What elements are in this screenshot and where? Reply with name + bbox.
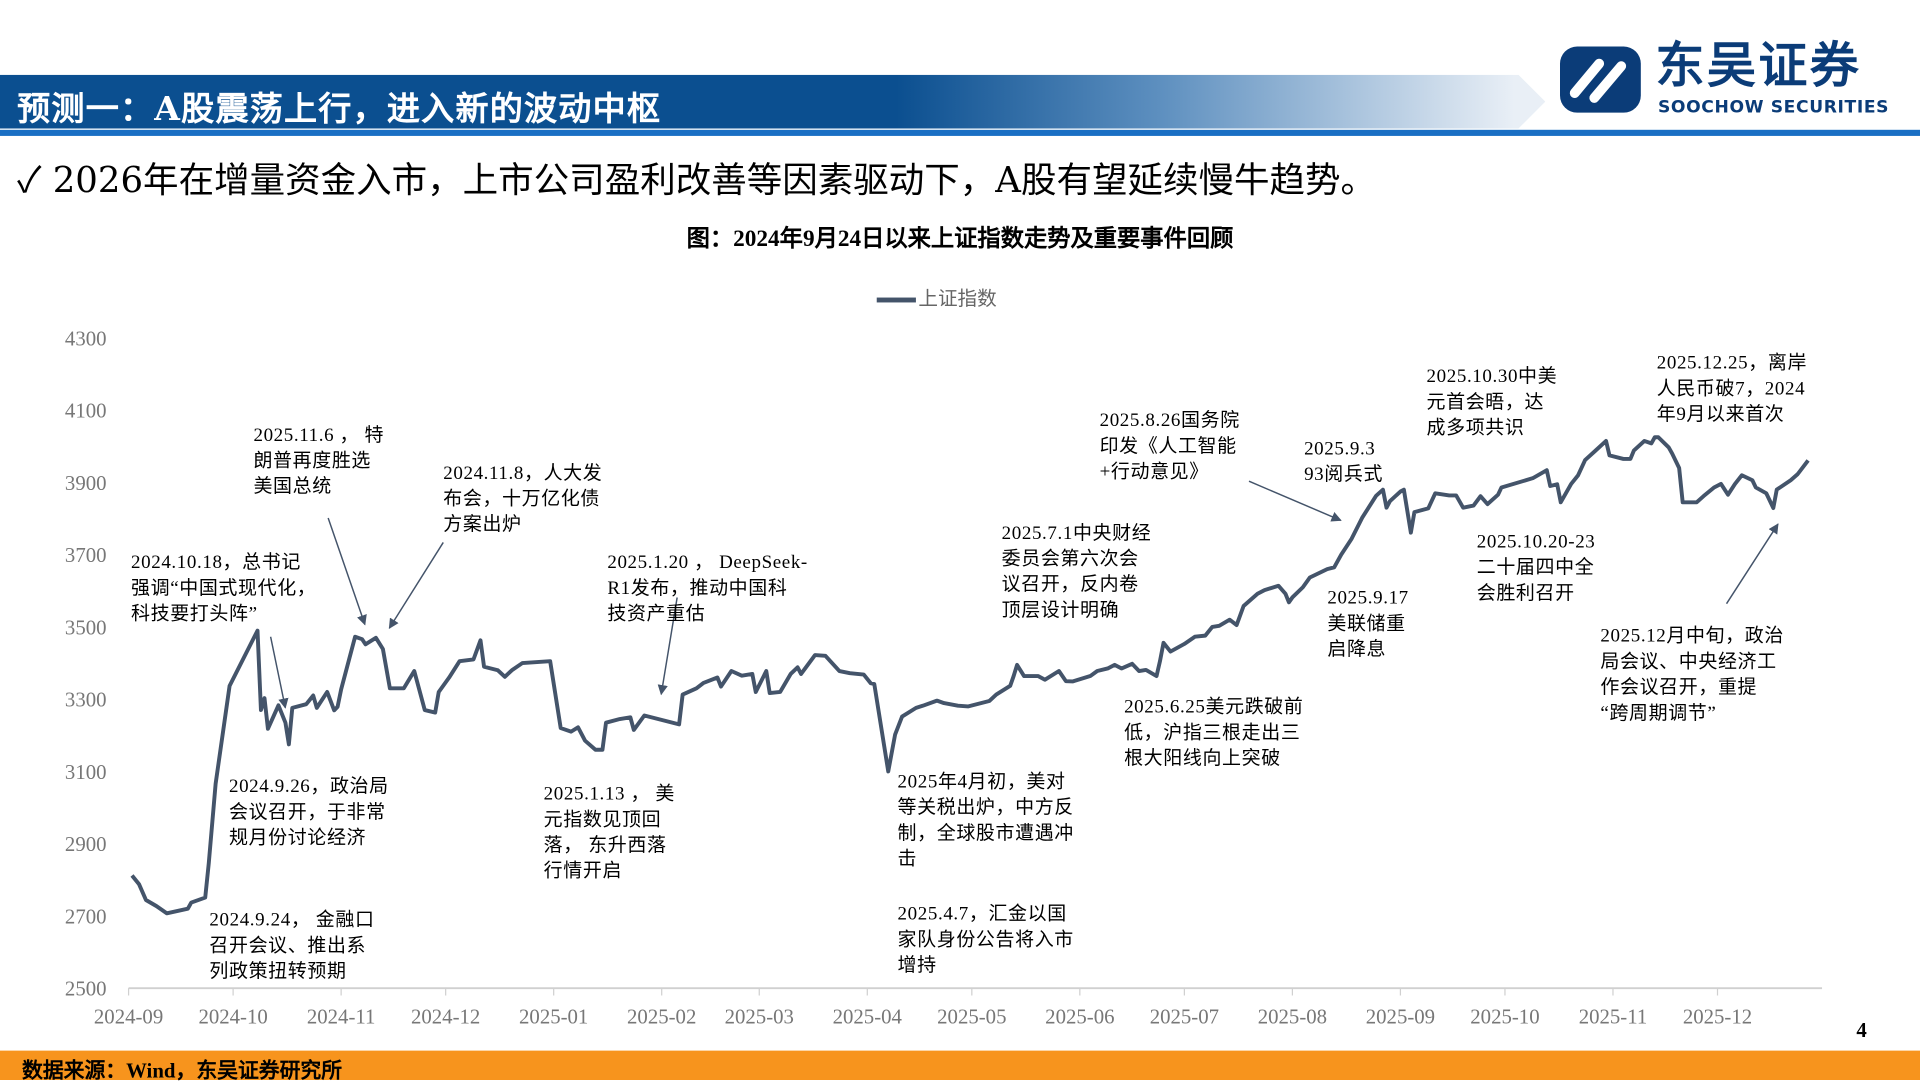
annotation-arrow — [1248, 480, 1342, 522]
annotation: 2025.6.25美元跌破前 低，沪指三根走出三 根大阳线向上突破 — [1124, 696, 1304, 769]
annotation: 2025.10.30中美 元首会晤，达 成多项共识 — [1426, 366, 1558, 439]
annotation-arrow — [388, 542, 444, 630]
x-tick-label: 2024-09 — [94, 1005, 163, 1029]
annotation: 2025.9.3 93阅兵式 — [1304, 438, 1384, 485]
annotation: 2025.1.20 ， DeepSeek- R1发布，推动中国科 技资产重估 — [607, 552, 808, 625]
y-tick-label: 4100 — [65, 399, 107, 423]
x-tick-label: 2025-08 — [1258, 1005, 1327, 1029]
bullet-text: 2026年在增量资金入市，上市公司盈利改善等因素驱动下，A股有望延续慢牛趋势。 — [52, 159, 1377, 201]
x-tick-label: 2025-06 — [1045, 1005, 1114, 1029]
x-tick-label: 2025-07 — [1150, 1005, 1219, 1029]
annotation: 2024.9.24， 金融口 召开会议、推出系 列政策扭转预期 — [209, 909, 375, 983]
legend-swatch — [876, 297, 916, 303]
y-tick-label: 2500 — [65, 977, 107, 1001]
y-tick-label: 2700 — [65, 904, 107, 928]
x-tick-label: 2024-12 — [411, 1005, 480, 1029]
annotation: 2024.9.26，政治局 会议召开，于非常 规月份讨论经济 — [228, 776, 389, 849]
annotation: 2025.12月中旬，政治 局会议、中央经济工 作会议召开，重提 “跨周期调节” — [1600, 625, 1784, 724]
check-icon: ✓ — [17, 159, 53, 201]
annotation: 2025.10.20-23 二十届四中全 会胜利召开 — [1476, 531, 1596, 604]
x-tick-label: 2025-04 — [833, 1005, 903, 1029]
bullet-point: ✓ 2026年在增量资金入市，上市公司盈利改善等因素驱动下，A股有望延续慢牛趋势… — [17, 152, 1376, 203]
x-tick-label: 2025-03 — [725, 1005, 794, 1029]
annotation-arrow — [1725, 523, 1779, 605]
y-tick-label: 3900 — [65, 471, 107, 495]
x-tick-label: 2025-12 — [1683, 1005, 1752, 1029]
x-tick-label: 2025-02 — [627, 1005, 696, 1029]
annotation: 2025.4.7，汇金以国 家队身份公告将入市 增持 — [897, 903, 1074, 976]
x-tick-label: 2025-10 — [1470, 1005, 1539, 1029]
annotation: 2025.7.1中央财经 委员会第六次会 议召开，反内卷 顶层设计明确 — [1001, 522, 1152, 621]
page-title: 预测一：A股震荡上行，进入新的波动中枢 — [17, 90, 662, 129]
divider — [0, 129, 1920, 136]
y-tick-label: 2900 — [65, 832, 107, 856]
annotation-arrow — [327, 517, 367, 626]
annotation: 2025.1.13 ， 美 元指数见顶回 落， 东升西落 行情开启 — [543, 783, 676, 882]
logo-cn: 东吴证券 — [1655, 37, 1862, 95]
annotation-arrow — [269, 636, 289, 709]
x-tick-label: 2024-10 — [198, 1005, 267, 1029]
x-tick-label: 2025-11 — [1579, 1005, 1648, 1029]
annotation: 2025.9.17 美联储重 启降息 — [1327, 587, 1409, 661]
logo-mark-icon — [1560, 46, 1641, 113]
annotation-arrow — [657, 597, 678, 696]
y-tick-label: 3700 — [65, 543, 107, 567]
y-tick-label: 3100 — [65, 760, 107, 784]
series-line-上证指数 — [130, 435, 1810, 916]
page-number: 4 — [1856, 1018, 1867, 1043]
title-bar: 预测一：A股震荡上行，进入新的波动中枢 — [0, 74, 1546, 129]
x-tick-label: 2024-11 — [307, 1005, 376, 1029]
data-source: 数据来源：Wind，东吴证券研究所 — [22, 1059, 343, 1083]
annotation: 2024.10.18，总书记 强调“中国式现代化， 科技要打头阵” — [131, 552, 317, 625]
x-tick-label: 2025-09 — [1366, 1005, 1435, 1029]
x-tick-label: 2025-01 — [519, 1005, 588, 1029]
x-tick-label: 2025-05 — [937, 1005, 1006, 1029]
chart-title: 图：2024年9月24日以来上证指数走势及重要事件回顾 — [686, 226, 1234, 253]
logo-en: SOOCHOW SECURITIES — [1657, 97, 1890, 118]
annotation: 2024.11.8，人大发 布会，十万亿化债 方案出炉 — [443, 462, 603, 536]
y-tick-label: 4300 — [65, 326, 107, 350]
annotation: 2025年4月初，美对 等关税出炉，中方反 制，全球股市遭遇冲 击 — [897, 771, 1074, 870]
annotation: 2025.11.6 ， 特 朗普再度胜选 美国总统 — [253, 424, 385, 498]
logo: 东吴证券 SOOCHOW SECURITIES — [1558, 39, 1913, 120]
legend-label: 上证指数 — [918, 288, 997, 310]
legend: 上证指数 — [876, 282, 997, 311]
footer-bar: 数据来源：Wind，东吴证券研究所 — [0, 1050, 1920, 1082]
y-tick-label: 3500 — [65, 615, 107, 639]
annotation: 2025.8.26国务院 印发《人工智能 +行动意见》 — [1099, 410, 1240, 483]
y-tick-label: 3300 — [65, 688, 107, 712]
annotation: 2025.12.25，离岸 人民币破7，2024 年9月以来首次 — [1656, 352, 1808, 425]
